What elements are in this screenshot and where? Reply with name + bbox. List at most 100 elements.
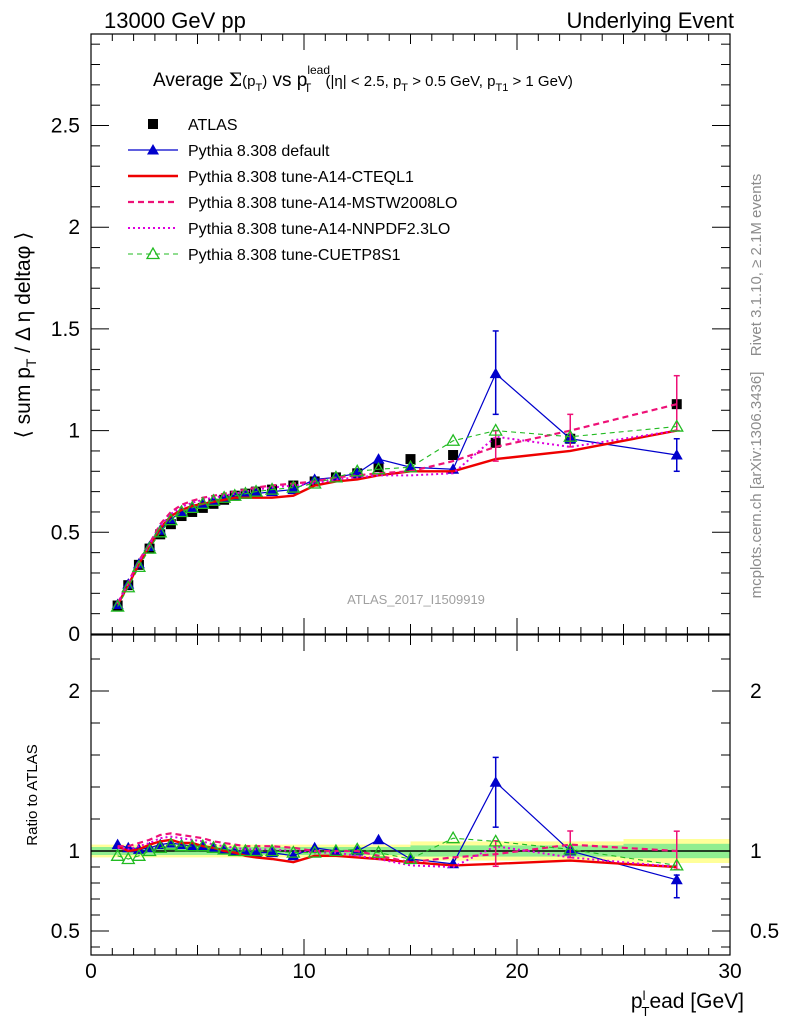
ratio-marker-cuetp8s1 [350, 842, 365, 855]
marker-cuetp8s1 [286, 480, 301, 493]
marker-default [239, 487, 252, 499]
ratio-marker-cuetp8s1 [328, 843, 344, 857]
ratio-marker-cuetp8s1 [174, 838, 189, 852]
legend-label: Pythia 8.308 default [188, 143, 330, 160]
axes: 0 10 20 3000.511.522.50.5 0.51 12 2 [51, 33, 779, 983]
ratio-marker-cuetp8s1 [121, 851, 136, 865]
marker-cuetp8s1 [328, 470, 344, 483]
marker-cuetp8s1 [206, 493, 221, 506]
main-plot-frame [90, 33, 731, 635]
series-line-cteql1 [116, 429, 677, 606]
series-line-nnpdf [116, 429, 677, 604]
ratio-line-cuetp8s1 [117, 837, 677, 866]
plot-title: Average Σ(pT) vs plead T (|η| < 2.5, pT >… [153, 63, 573, 95]
ratio-line-nnpdf [117, 835, 677, 869]
ratio-marker-cuetp8s1 [445, 830, 461, 844]
marker-cuetp8s1 [142, 541, 157, 554]
y-tick-label-main: 0.5 [51, 521, 80, 544]
marker-cuetp8s1 [174, 504, 189, 518]
legend-label: Pythia 8.308 tune-A14-NNPDF2.3LO [188, 221, 450, 238]
ratio-marker-cuetp8s1 [248, 843, 264, 857]
x-tick-label: 30 [718, 960, 741, 983]
ratio-marker-cuetp8s1 [307, 845, 322, 858]
y-tick-label-main: 0 [68, 623, 80, 646]
y-tick-label-ratio-left: 1 [68, 840, 80, 863]
ratio-marker-cuetp8s1 [195, 838, 210, 852]
ratio-marker-cuetp8s1 [227, 843, 242, 857]
x-tick-label: 0 [85, 960, 97, 983]
y-tick-label-ratio-right: 2 [750, 680, 762, 703]
marker-cuetp8s1 [227, 488, 242, 501]
ratio-marker-cuetp8s1 [563, 842, 578, 855]
y-tick-label-ratio-right: 0.5 [750, 920, 779, 943]
x-tick-label: 20 [505, 960, 528, 983]
y-tick-label-ratio-left: 2 [68, 680, 80, 703]
ratio-marker-default [186, 840, 199, 851]
y-axis-label-ratio: Ratio to ATLAS [24, 744, 41, 845]
ratio-plot-frame [90, 634, 731, 956]
marker-cuetp8s1 [131, 559, 147, 573]
y-tick-label-ratio-left: 0.5 [51, 920, 80, 943]
header-left: 13000 GeV pp [104, 8, 246, 33]
marker-default [489, 367, 502, 379]
ratio-marker-cuetp8s1 [131, 848, 147, 861]
side-label-rivet: Rivet 3.1.10, ≥ 2.1M events [748, 174, 765, 357]
ratio-marker-default [489, 776, 502, 787]
marker-cuetp8s1 [185, 500, 200, 514]
x-tick-label: 10 [292, 960, 315, 983]
ratio-marker-cuetp8s1 [153, 840, 168, 853]
y-tick-label-main: 2 [68, 216, 80, 239]
marker-cuetp8s1 [248, 484, 264, 497]
legend-label: Pythia 8.308 tune-A14-CTEQL1 [188, 169, 414, 186]
legend-label: Pythia 8.308 tune-CUETP8S1 [188, 247, 401, 264]
marker-cuetp8s1 [669, 419, 684, 432]
ratio-marker-cuetp8s1 [264, 843, 280, 857]
series-line-cuetp8s1 [117, 425, 677, 607]
atlas-data-point [448, 450, 459, 461]
marker-cuetp8s1 [563, 429, 578, 442]
legend-marker-default [147, 144, 159, 155]
ratio-marker-default [670, 873, 683, 885]
y-axis-label-main: ⟨ sum pT / Δ η deltaφ ⟩ [12, 232, 39, 439]
marker-cuetp8s1 [195, 496, 210, 509]
y-tick-label-main: 1 [68, 420, 80, 443]
ratio-marker-default [372, 833, 385, 845]
legend: ATLAS Pythia 8.308 default Pythia 8.308 tu… [128, 117, 457, 264]
atlas-data-point [373, 462, 384, 473]
ratio-marker-cuetp8s1 [163, 837, 178, 850]
ratio-marker-cuetp8s1 [669, 858, 684, 871]
marker-cuetp8s1 [121, 579, 136, 593]
marker-cuetp8s1 [238, 486, 253, 499]
marker-cuetp8s1 [153, 524, 168, 538]
legend-label: ATLAS [188, 117, 238, 134]
legend-marker-cuetp8s1 [145, 246, 161, 260]
ratio-marker-cuetp8s1 [206, 840, 221, 853]
y-tick-label-main: 1.5 [51, 318, 80, 341]
ratio-marker-cuetp8s1 [185, 838, 200, 852]
ratio-marker-cuetp8s1 [217, 842, 232, 855]
marker-cuetp8s1 [445, 433, 461, 446]
series-line-default [117, 372, 677, 605]
ratio-marker-default [250, 846, 263, 858]
ratio-marker-cuetp8s1 [110, 848, 125, 861]
header-right: Underlying Event [566, 8, 734, 33]
ratio-marker-cuetp8s1 [142, 843, 157, 857]
ratio-marker-cuetp8s1 [488, 834, 503, 847]
ratio-plot-series [110, 756, 684, 899]
y-tick-label-main: 2.5 [51, 115, 80, 138]
marker-default [372, 453, 385, 464]
marker-cuetp8s1 [307, 476, 322, 489]
marker-cuetp8s1 [217, 490, 232, 503]
marker-cuetp8s1 [110, 599, 125, 612]
x-axis-label: pl Tead [GeV] [631, 988, 744, 1019]
legend-marker-data [148, 119, 158, 129]
main-plot-series [110, 330, 684, 612]
marker-cuetp8s1 [163, 512, 178, 526]
marker-cuetp8s1 [371, 461, 386, 475]
ratio-marker-cuetp8s1 [238, 843, 253, 857]
ratio-marker-default [266, 846, 279, 858]
marker-cuetp8s1 [350, 463, 365, 477]
marker-cuetp8s1 [403, 459, 418, 473]
ratio-marker-cuetp8s1 [371, 845, 386, 858]
